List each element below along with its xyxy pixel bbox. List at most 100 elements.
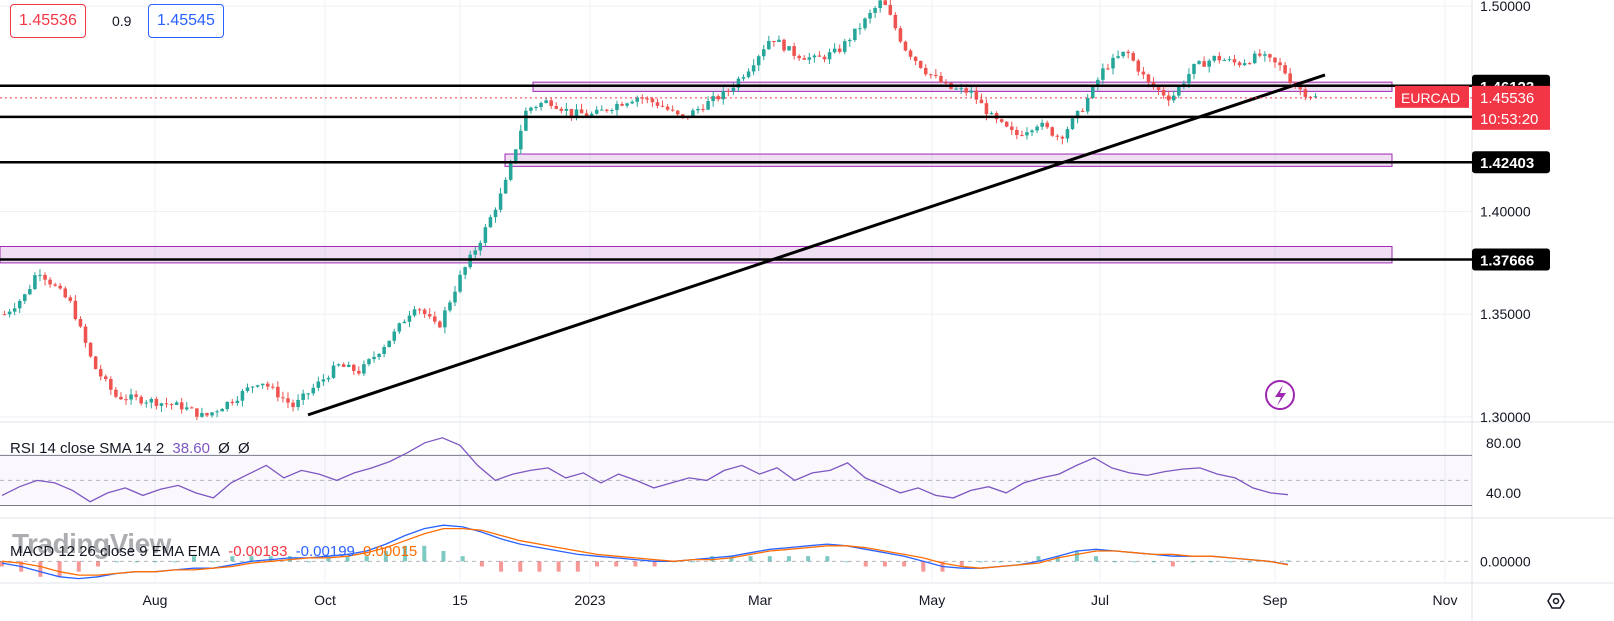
candle-body <box>564 108 569 111</box>
candle-body <box>235 400 240 404</box>
macd-histogram-bar <box>499 561 504 572</box>
candle-body <box>184 407 189 410</box>
macd-histogram-bar <box>115 561 120 563</box>
candle-body <box>397 323 402 332</box>
candle-body <box>1222 60 1227 62</box>
candle-body <box>711 96 715 102</box>
candle-body <box>812 55 817 58</box>
macd-histogram-bar <box>191 556 196 562</box>
candle-body <box>179 402 184 410</box>
macd-histogram-bar <box>95 561 100 567</box>
candle-body <box>432 316 437 322</box>
candle-body <box>240 391 245 401</box>
candle-body <box>1242 63 1247 66</box>
candle-body <box>316 381 321 388</box>
candle-body <box>589 113 594 116</box>
candle-body <box>777 39 781 43</box>
candle-body <box>473 250 478 255</box>
candle-body <box>387 340 391 348</box>
candle-body <box>1273 57 1277 63</box>
candle-body <box>797 55 801 59</box>
candle-body <box>999 119 1004 122</box>
candle-body <box>357 370 361 374</box>
candle-body <box>888 4 893 15</box>
macd-histogram-bar <box>863 561 868 567</box>
spread-value: 0.9 <box>112 13 132 29</box>
candle-body <box>1040 122 1044 127</box>
settings-icon[interactable] <box>1547 593 1565 609</box>
macd-histogram-bar <box>1151 561 1156 563</box>
candle-body <box>326 377 331 380</box>
time-tick-label: Jul <box>1091 592 1109 608</box>
candle-body <box>296 399 300 408</box>
candle-body <box>908 50 913 57</box>
candle-body <box>1278 62 1282 66</box>
macd-hist-value: -0.00183 <box>228 543 288 560</box>
candle-body <box>17 300 22 309</box>
candle-body <box>513 149 518 162</box>
candle-body <box>934 74 938 76</box>
macd-signal-value: 0.00015 <box>363 543 418 560</box>
candle-body <box>1136 60 1141 72</box>
candle-body <box>220 409 224 412</box>
macd-title: MACD 12 26 close 9 EMA EMA <box>10 543 221 560</box>
candle-body <box>124 399 128 401</box>
buy-price-button[interactable]: 1.45545 <box>148 4 224 38</box>
macd-histogram-bar <box>518 561 523 572</box>
candle-body <box>78 319 83 327</box>
rsi-extra-2: Ø <box>237 440 250 457</box>
candle-body <box>190 407 194 409</box>
candle-body <box>352 364 356 371</box>
candle-body <box>453 291 457 303</box>
candle-body <box>1303 89 1308 97</box>
candle-body <box>1202 61 1206 67</box>
symbol-tag: EURCAD <box>1401 90 1460 106</box>
candle-body <box>832 48 837 53</box>
candle-body <box>1237 62 1242 66</box>
macd-histogram-bar <box>998 561 1003 563</box>
macd-histogram-bar <box>652 561 657 567</box>
candle-body <box>28 289 32 295</box>
candle-body <box>706 101 710 110</box>
candle-body <box>1101 68 1105 80</box>
sell-price-button[interactable]: 1.45536 <box>10 4 86 38</box>
candle-body <box>751 65 756 72</box>
candle-body <box>736 78 741 88</box>
macd-histogram-bar <box>230 556 235 562</box>
candle-body <box>959 88 963 90</box>
macd-histogram-bar <box>1074 551 1079 562</box>
candle-body <box>772 40 776 43</box>
macd-histogram-bar <box>1132 561 1137 563</box>
candle-body <box>1161 89 1166 96</box>
candle-body <box>7 311 12 315</box>
lightning-icon-bolt <box>1275 385 1286 406</box>
candle-body <box>746 71 751 78</box>
candle-body <box>93 356 98 370</box>
macd-histogram-bar <box>882 561 887 567</box>
candle-body <box>331 365 336 378</box>
macd-histogram-bar <box>345 556 350 562</box>
candle-body <box>1298 86 1303 90</box>
candle-body <box>1004 121 1009 127</box>
candle-body <box>144 402 149 404</box>
candle-body <box>923 67 928 75</box>
candle-body <box>913 56 918 61</box>
candle-body <box>1126 51 1130 54</box>
rsi-tick-label: 40.00 <box>1486 485 1521 501</box>
macd-histogram-bar <box>1170 561 1175 567</box>
macd-legend[interactable]: MACD 12 26 close 9 EMA EMA -0.00183 -0.0… <box>10 543 421 560</box>
candle-body <box>1268 54 1272 58</box>
macd-histogram-bar <box>575 561 580 572</box>
macd-histogram-bar <box>729 556 734 562</box>
candle-body <box>989 113 994 115</box>
rsi-extra-1: Ø <box>218 440 230 457</box>
macd-histogram-bar <box>556 561 561 572</box>
candle-body <box>1131 53 1136 61</box>
rsi-legend[interactable]: RSI 14 close SMA 14 2 38.60 Ø Ø <box>10 440 254 457</box>
candle-body <box>205 413 209 416</box>
macd-histogram-bar <box>844 561 849 563</box>
macd-histogram-bar <box>1017 561 1022 563</box>
candle-body <box>964 88 968 93</box>
candle-body <box>250 386 255 388</box>
